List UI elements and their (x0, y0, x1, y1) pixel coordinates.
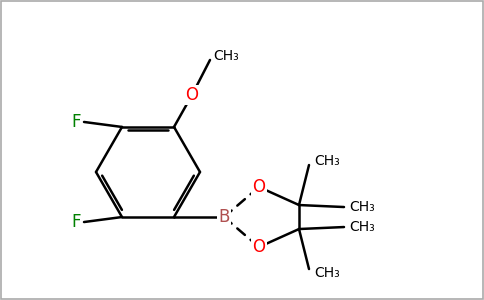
Text: CH₃: CH₃ (213, 49, 239, 63)
Text: CH₃: CH₃ (349, 220, 375, 234)
Text: CH₃: CH₃ (314, 154, 340, 168)
Text: O: O (253, 178, 266, 196)
Text: O: O (185, 86, 198, 104)
Text: CH₃: CH₃ (349, 200, 375, 214)
Text: CH₃: CH₃ (314, 266, 340, 280)
Text: B: B (218, 208, 230, 226)
Text: O: O (253, 238, 266, 256)
Text: F: F (71, 213, 81, 231)
Text: F: F (71, 113, 81, 131)
